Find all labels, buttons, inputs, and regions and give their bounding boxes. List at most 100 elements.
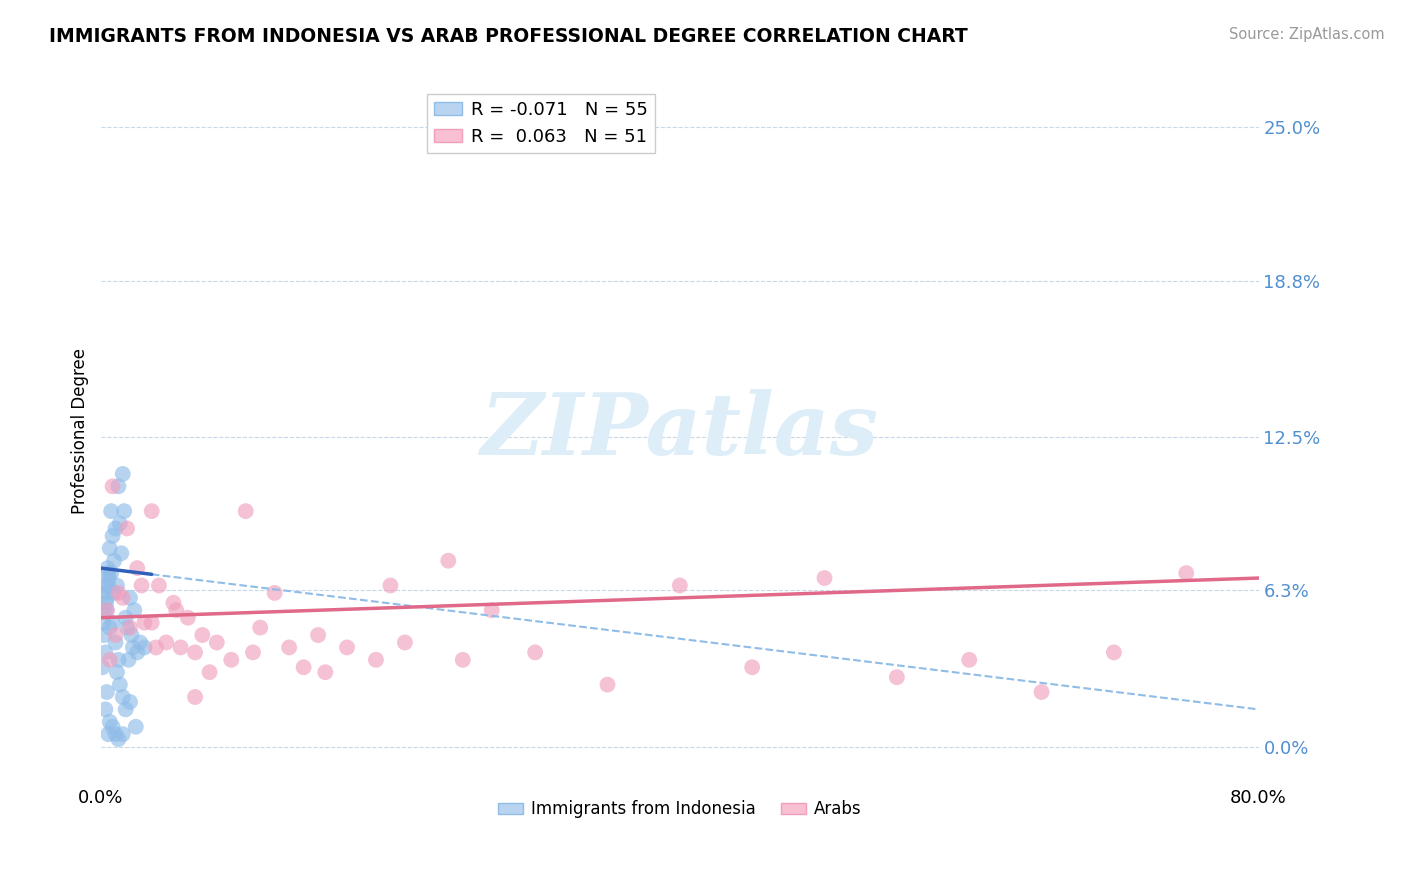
Point [169,640,191,655]
Point [125,720,148,734]
Text: IMMIGRANTS FROM INDONESIA VS ARAB PROFESSIONAL DEGREE CORRELATION CHART: IMMIGRANTS FROM INDONESIA VS ARAB PROFES… [49,27,967,45]
Legend: Immigrants from Indonesia, Arabs: Immigrants from Indonesia, Arabs [491,794,869,825]
Point [111,467,134,481]
Point [886,670,908,684]
Text: Source: ZipAtlas.com: Source: ZipAtlas.com [1229,27,1385,42]
Point [111,690,134,704]
Point [451,653,474,667]
Point [101,529,124,543]
Point [91,660,114,674]
Point [103,586,125,600]
Point [96,591,118,605]
Point [165,603,187,617]
Point [118,621,141,635]
Point [94,596,117,610]
Point [94,578,117,592]
Point [129,635,152,649]
Point [104,635,127,649]
Point [263,586,285,600]
Point [104,727,127,741]
Point [117,653,139,667]
Point [669,578,692,592]
Point [307,628,329,642]
Point [108,516,131,531]
Point [93,628,115,642]
Point [97,727,120,741]
Point [524,645,547,659]
Point [114,610,136,624]
Point [481,603,503,617]
Point [148,578,170,592]
Point [205,635,228,649]
Point [98,714,121,729]
Point [1102,645,1125,659]
Point [94,645,117,659]
Point [134,615,156,630]
Point [1175,566,1198,580]
Point [111,591,134,605]
Point [104,521,127,535]
Point [105,665,128,680]
Text: ZIPatlas: ZIPatlas [481,389,879,473]
Point [741,660,763,674]
Point [115,621,138,635]
Point [249,621,271,635]
Point [98,571,121,585]
Point [1031,685,1053,699]
Point [394,635,416,649]
Point [100,504,122,518]
Point [111,727,134,741]
Point [131,578,153,592]
Point [184,645,207,659]
Point [93,586,115,600]
Point [380,578,402,592]
Point [235,504,257,518]
Point [107,653,129,667]
Point [98,621,121,635]
Point [97,566,120,580]
Point [141,504,163,518]
Point [198,665,221,680]
Point [127,561,149,575]
Point [155,635,177,649]
Point [118,591,141,605]
Point [96,685,118,699]
Point [96,603,118,617]
Point [104,628,127,642]
Point [122,640,145,655]
Point [91,615,114,630]
Point [292,660,315,674]
Point [596,677,619,691]
Point [957,653,980,667]
Point [94,702,117,716]
Point [105,578,128,592]
Point [114,702,136,716]
Point [141,615,163,630]
Point [219,653,242,667]
Point [813,571,835,585]
Point [98,541,121,556]
Point [101,479,124,493]
Point [97,578,120,592]
Point [107,479,129,493]
Point [364,653,387,667]
Point [278,640,301,655]
Point [103,554,125,568]
Point [96,603,118,617]
Point [124,603,146,617]
Point [177,610,200,624]
Point [314,665,336,680]
Point [107,586,129,600]
Point [108,677,131,691]
Point [101,720,124,734]
Point [93,603,115,617]
Point [96,561,118,575]
Point [115,521,138,535]
Point [110,546,132,560]
Point [191,628,214,642]
Point [134,640,156,655]
Point [242,645,264,659]
Point [127,645,149,659]
Point [336,640,359,655]
Point [101,615,124,630]
